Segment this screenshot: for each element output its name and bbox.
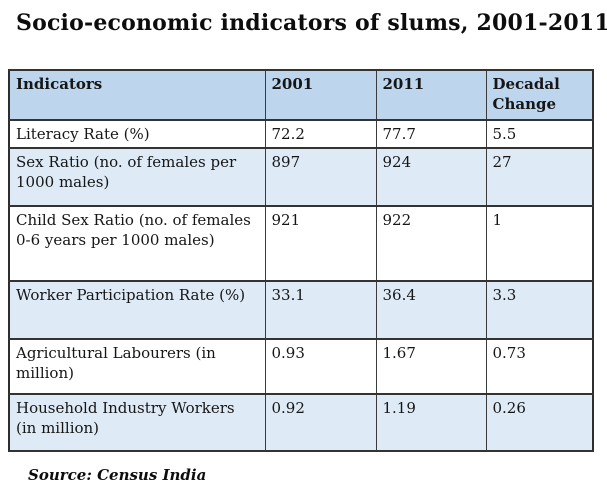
indicator-cell: Agricultural Labourers (in million) bbox=[8, 338, 266, 395]
table-body: Literacy Rate (%) 72.2 77.7 5.5 Sex Ratio (n… bbox=[8, 119, 594, 452]
value-cell: 3.3 bbox=[485, 280, 594, 340]
header-cell-2011: 2011 bbox=[375, 69, 487, 121]
value-cell: 72.2 bbox=[264, 119, 377, 149]
indicator-cell: Household Industry Workers (in million) bbox=[8, 393, 266, 452]
value-cell: 897 bbox=[264, 147, 377, 207]
value-cell: 921 bbox=[264, 205, 377, 282]
indicator-cell: Literacy Rate (%) bbox=[8, 119, 266, 149]
indicator-cell: Worker Participation Rate (%) bbox=[8, 280, 266, 340]
table-row: Household Industry Workers (in million) 0… bbox=[8, 393, 594, 452]
indicator-cell: Sex Ratio (no. of females per 1000 males… bbox=[8, 147, 266, 207]
indicators-table: Indicators 2001 2011 Decadal Change Lite… bbox=[8, 69, 594, 452]
value-cell: 1 bbox=[485, 205, 594, 282]
header-cell-indicators: Indicators bbox=[8, 69, 266, 121]
value-cell: 5.5 bbox=[485, 119, 594, 149]
value-cell: 33.1 bbox=[264, 280, 377, 340]
source-note: Source: Census India bbox=[28, 466, 207, 484]
value-cell: 0.26 bbox=[485, 393, 594, 452]
value-cell: 0.93 bbox=[264, 338, 377, 395]
value-cell: 27 bbox=[485, 147, 594, 207]
value-cell: 0.92 bbox=[264, 393, 377, 452]
value-cell: 0.73 bbox=[485, 338, 594, 395]
table-row: Worker Participation Rate (%) 33.1 36.4 3.3 bbox=[8, 280, 594, 340]
table-row: Sex Ratio (no. of females per 1000 males… bbox=[8, 147, 594, 207]
page-title: Socio-economic indicators of slums, 2001… bbox=[16, 10, 607, 36]
value-cell: 77.7 bbox=[375, 119, 487, 149]
table-row: Literacy Rate (%) 72.2 77.7 5.5 bbox=[8, 119, 594, 149]
value-cell: 1.67 bbox=[375, 338, 487, 395]
value-cell: 924 bbox=[375, 147, 487, 207]
header-cell-2001: 2001 bbox=[264, 69, 377, 121]
value-cell: 922 bbox=[375, 205, 487, 282]
table-row: Child Sex Ratio (no. of females 0-6 year… bbox=[8, 205, 594, 282]
header-cell-decadal-change: Decadal Change bbox=[485, 69, 594, 121]
table-header: Indicators 2001 2011 Decadal Change bbox=[8, 69, 594, 121]
value-cell: 1.19 bbox=[375, 393, 487, 452]
indicator-cell: Child Sex Ratio (no. of females 0-6 year… bbox=[8, 205, 266, 282]
value-cell: 36.4 bbox=[375, 280, 487, 340]
header-row: Indicators 2001 2011 Decadal Change bbox=[8, 69, 594, 121]
table-row: Agricultural Labourers (in million) 0.93 1… bbox=[8, 338, 594, 395]
